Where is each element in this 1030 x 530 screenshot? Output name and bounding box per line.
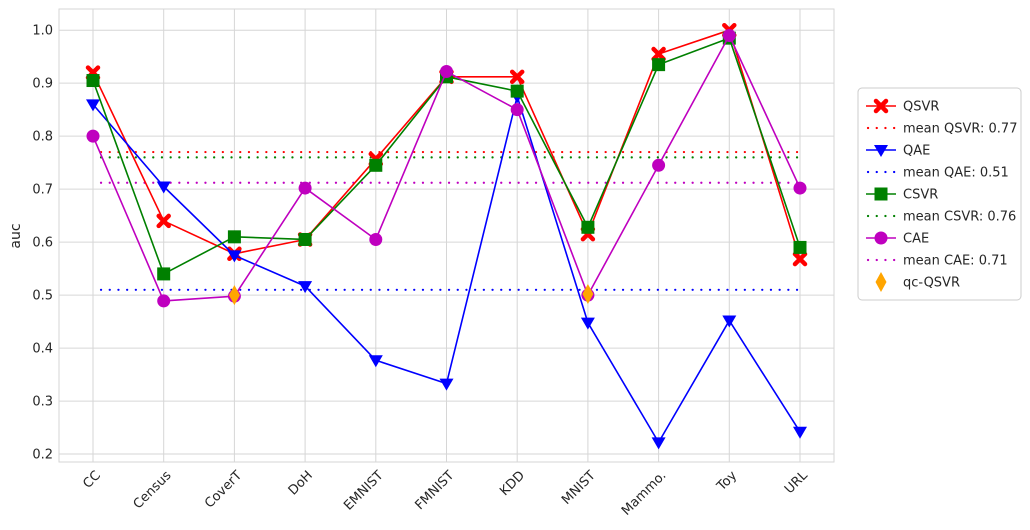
legend-label: CSVR <box>903 188 938 203</box>
point-cae-census <box>157 294 171 308</box>
point-cae-url <box>793 181 807 195</box>
point-qae-doh <box>298 281 313 294</box>
legend-marker-qc-qsvr <box>875 272 887 292</box>
point-csvr-census <box>157 267 171 281</box>
point-qae-mammo <box>651 437 666 450</box>
legend-entry-qae: QAE <box>866 144 930 159</box>
legend-entry-csvr: CSVR <box>866 187 938 203</box>
legend-label: QSVR <box>903 100 939 115</box>
legend-entry-mean-cae-0-71: mean CAE: 0.71 <box>866 254 1008 269</box>
y-tick-label: 0.9 <box>32 77 53 92</box>
y-tick-label: 0.4 <box>32 342 53 357</box>
point-qae-emnist <box>368 355 383 368</box>
x-tick-label: Toy <box>714 468 741 495</box>
legend-label: qc-QSVR <box>903 276 960 291</box>
point-qae-toy <box>722 315 737 328</box>
y-tick-label: 0.7 <box>32 183 53 198</box>
point-qae-cc <box>86 99 100 112</box>
legend-box <box>857 87 1022 301</box>
point-cae-doh <box>298 181 312 195</box>
x-tick-label: CoverT <box>202 468 245 511</box>
point-csvr-kdd <box>510 84 524 98</box>
y-tick-label: 1.0 <box>32 24 53 39</box>
point-cae-cc <box>86 129 100 143</box>
x-tick-label: FMNIST <box>412 468 457 513</box>
legend-entry-qc-qsvr: qc-QSVR <box>875 272 960 292</box>
legend-label: mean QSVR: 0.77 <box>903 122 1017 137</box>
y-tick-label: 0.3 <box>32 395 53 410</box>
point-qsvr-url <box>792 251 808 267</box>
legend-entry-mean-qae-0-51: mean QAE: 0.51 <box>866 166 1009 181</box>
x-tick-label: MNIST <box>559 468 599 508</box>
x-tick-label: Census <box>131 468 175 512</box>
x-tick-label: CC <box>80 468 103 491</box>
point-csvr-url <box>793 240 807 254</box>
point-cae-emnist <box>369 232 383 246</box>
legend-marker-qae <box>874 145 888 157</box>
point-cae-toy <box>722 28 736 42</box>
point-qsvr-census <box>156 213 171 229</box>
point-csvr-mammo <box>652 58 666 72</box>
point-qae-covert <box>227 250 242 263</box>
x-tick-label: Mammo. <box>619 468 669 518</box>
x-tick-label: DoH <box>286 468 316 498</box>
legend: QSVR mean QSVR: 0.77 QAE mean QAE: 0.51 CSVR… <box>857 87 1022 301</box>
legend-label: mean CSVR: 0.76 <box>903 210 1016 225</box>
point-qae-fmnist <box>439 378 454 391</box>
y-axis-label: auc <box>8 223 24 248</box>
mean-lines <box>99 150 800 291</box>
point-cae-mammo <box>652 158 666 172</box>
point-qsvr-mammo <box>651 46 666 62</box>
qc-points <box>228 284 594 306</box>
legend-entry-cae: CAE <box>866 231 929 247</box>
y-tick-label: 0.2 <box>32 448 53 463</box>
y-tick-label: 0.8 <box>32 130 53 145</box>
y-tick-label: 0.6 <box>32 236 53 251</box>
legend-label: mean CAE: 0.71 <box>903 254 1008 269</box>
legend-label: CAE <box>903 232 929 247</box>
legend-entry-mean-csvr-0-76: mean CSVR: 0.76 <box>866 210 1016 225</box>
legend-entry-qsvr: QSVR <box>866 98 939 115</box>
series-group <box>85 22 808 450</box>
legend-marker-cae <box>874 231 888 245</box>
point-csvr-doh <box>298 232 312 246</box>
legend-marker-qsvr <box>873 98 889 114</box>
legend-marker-csvr <box>874 187 888 201</box>
x-tick-label: URL <box>782 468 811 497</box>
point-qsvr-kdd <box>509 69 525 85</box>
series-cae <box>86 28 807 308</box>
point-csvr-covert <box>227 230 241 244</box>
point-cae-fmnist <box>440 65 453 79</box>
point-cae-kdd <box>510 103 524 117</box>
point-qae-mnist <box>580 317 595 330</box>
y-tick-label: 0.5 <box>32 289 53 304</box>
point-csvr-cc <box>86 74 100 88</box>
legend-entry-mean-qsvr-0-77: mean QSVR: 0.77 <box>866 122 1017 137</box>
x-tick-label: KDD <box>497 468 528 499</box>
x-tick-label: EMNIST <box>341 468 386 513</box>
point-qc-qsvr-covert <box>228 285 240 306</box>
point-csvr-mnist <box>581 220 595 234</box>
legend-label: mean QAE: 0.51 <box>903 166 1009 181</box>
point-qae-census <box>156 181 171 194</box>
legend-label: QAE <box>903 144 930 159</box>
point-qae-url <box>793 426 807 439</box>
point-csvr-emnist <box>369 158 383 172</box>
point-qc-qsvr-mnist <box>582 284 594 305</box>
